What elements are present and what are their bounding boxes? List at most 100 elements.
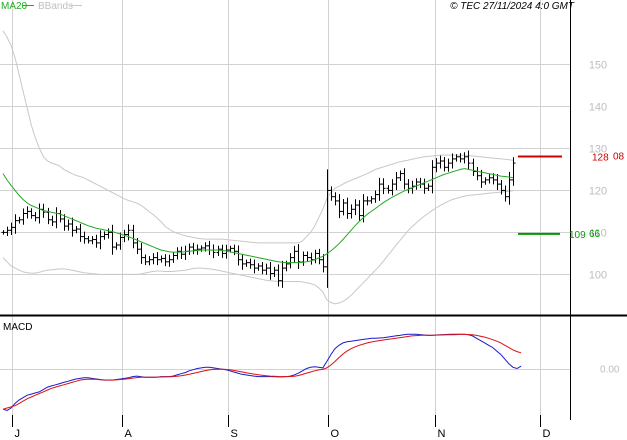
ohlc-bar	[369, 196, 374, 204]
ohlc-bar	[341, 198, 346, 216]
ohlc-bar	[179, 246, 184, 259]
ohlc-bar	[414, 178, 419, 190]
macd-line	[2, 333, 522, 411]
ohlc-bar	[337, 194, 342, 219]
ohlc-bar	[58, 210, 63, 223]
macd-title: MACD	[3, 322, 32, 333]
ohlc-bar	[216, 245, 221, 256]
ohlc-bar	[309, 252, 314, 265]
ohlc-bar	[394, 171, 399, 190]
ohlc-bar	[163, 254, 168, 267]
ohlc-bar	[139, 242, 144, 264]
price-bars	[1, 150, 516, 288]
ohlc-bar	[13, 214, 18, 234]
ohlc-bar	[46, 207, 51, 225]
ohlc-bar	[143, 254, 148, 265]
ohlc-bar	[406, 179, 411, 194]
ohlc-bar	[313, 249, 318, 264]
bbands-legend: BBands	[38, 1, 73, 12]
resistance-level: 128 08	[518, 151, 625, 163]
ohlc-bar	[175, 247, 180, 260]
ohlc-bar	[114, 242, 119, 250]
support-label: 109	[569, 230, 586, 241]
ohlc-bar	[462, 152, 467, 164]
month-label-S: S	[231, 428, 238, 440]
ohlc-bar	[357, 200, 362, 221]
month-label-O: O	[331, 428, 340, 440]
ohlc-bar	[260, 261, 265, 275]
resistance-label-decimals: 08	[613, 151, 625, 162]
ohlc-bar	[224, 244, 229, 259]
ohlc-bar	[268, 261, 273, 280]
ohlc-bar	[90, 236, 95, 245]
ohlc-bar	[296, 244, 301, 269]
ohlc-bar	[398, 170, 403, 181]
ohlc-bar	[252, 259, 257, 274]
ohlc-bar	[110, 224, 115, 255]
price-tick-150: 150	[589, 60, 607, 72]
ohlc-bar	[511, 157, 516, 186]
ohlc-bar	[102, 231, 107, 240]
ohlc-bar	[25, 206, 30, 219]
ohlc-bar	[86, 235, 91, 244]
ohlc-bar	[377, 177, 382, 201]
ohlc-bar	[301, 251, 306, 266]
ohlc-bar	[288, 253, 293, 269]
price-tick-120: 120	[589, 186, 607, 198]
ohlc-bar	[353, 199, 358, 216]
ohlc-bar	[33, 211, 38, 222]
ohlc-bar	[37, 203, 42, 224]
macd-panel: MACD 0.00	[0, 322, 620, 411]
macd-zero-label: 0.00	[600, 365, 620, 376]
ma20-line	[2, 168, 514, 264]
header: MA20 BBands © TEC 27/11/2024 4:0 GMT	[1, 1, 575, 12]
resistance-label: 128	[592, 152, 609, 163]
month-label-N: N	[438, 428, 446, 440]
ohlc-bar	[159, 255, 164, 263]
ohlc-bar	[390, 179, 395, 196]
support-label-decimals: 66	[589, 229, 601, 240]
ohlc-bar	[126, 224, 131, 241]
ma20-legend: MA20	[1, 1, 28, 12]
ohlc-bar	[305, 251, 310, 262]
ohlc-bar	[256, 263, 261, 271]
signal-line	[2, 333, 522, 410]
ohlc-bar	[118, 232, 123, 250]
ohlc-bar	[66, 219, 71, 231]
ohlc-bar	[438, 155, 443, 169]
ohlc-bar	[333, 192, 338, 206]
ohlc-bar	[479, 169, 484, 188]
ohlc-bar	[5, 226, 10, 237]
chart-frame	[0, 0, 627, 420]
ohlc-bar	[386, 185, 391, 194]
ohlc-bar	[78, 223, 83, 242]
ohlc-bar	[17, 216, 22, 224]
ohlc-bar	[195, 244, 200, 255]
ohlc-bar	[466, 150, 471, 170]
ohlc-bar	[232, 244, 237, 256]
ohlc-bar	[292, 245, 297, 264]
price-tick-110: 110	[589, 228, 607, 240]
ohlc-bar	[29, 208, 34, 219]
ohlc-bar	[495, 174, 500, 190]
ohlc-bar	[499, 180, 504, 195]
bb-upper-line	[2, 30, 514, 244]
bb-lower-line	[2, 190, 514, 305]
ohlc-bar	[106, 228, 111, 239]
ohlc-bar	[211, 244, 216, 259]
ohlc-bar	[450, 153, 455, 169]
ohlc-bar	[1, 230, 6, 235]
month-label-D: D	[543, 428, 551, 440]
ohlc-bar	[220, 244, 225, 258]
ohlc-bar	[272, 266, 277, 277]
ohlc-bar	[345, 197, 350, 219]
ohlc-bar	[434, 158, 439, 173]
ohlc-bar	[147, 256, 152, 266]
ohlc-bar	[131, 224, 136, 249]
ohlc-bar	[503, 185, 508, 202]
grid	[0, 0, 570, 420]
ohlc-bar	[317, 248, 322, 265]
ohlc-bar	[491, 173, 496, 185]
ohlc-bar	[446, 158, 451, 172]
ohlc-bar	[454, 154, 459, 162]
